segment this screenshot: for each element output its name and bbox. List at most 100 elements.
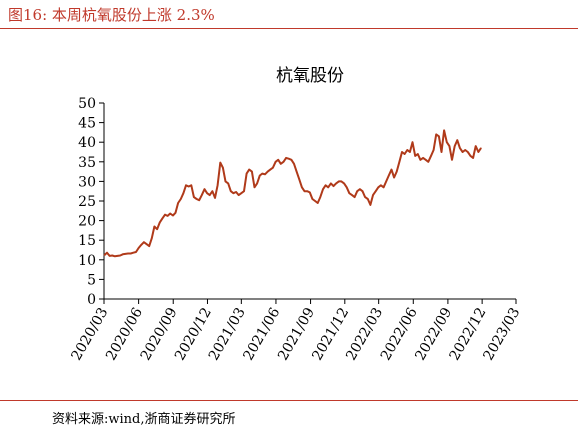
data-point [383, 186, 385, 188]
data-point [469, 155, 472, 157]
data-point [417, 153, 419, 155]
data-point [419, 159, 421, 161]
data-point [145, 243, 148, 245]
source-note: 资料来源:wind,浙商证券研究所 [52, 412, 236, 427]
data-point [404, 153, 406, 155]
data-point [446, 141, 448, 143]
data-point [240, 192, 242, 194]
y-axis: 0 5 10 15 20 25 30 35 40 45 50 [78, 96, 105, 308]
y-tick-label: 50 [78, 96, 96, 112]
data-point [214, 197, 216, 199]
data-point [306, 190, 308, 192]
data-point [188, 185, 190, 188]
data-point [148, 245, 150, 247]
data-point [440, 151, 443, 153]
y-tick-label: 10 [78, 253, 96, 269]
data-point [456, 139, 458, 141]
data-point [290, 159, 292, 161]
data-point [480, 147, 482, 149]
data-point [246, 173, 248, 175]
data-point [280, 163, 282, 165]
data-point [180, 198, 182, 200]
data-point [369, 204, 371, 206]
data-point [256, 182, 258, 184]
data-point [124, 253, 126, 255]
data-point [211, 190, 213, 192]
data-point [288, 158, 290, 160]
data-point [317, 202, 319, 204]
data-point [235, 191, 237, 193]
data-point [161, 218, 163, 220]
data-point [159, 222, 161, 224]
data-point [222, 167, 224, 169]
data-point [122, 253, 124, 255]
data-point [111, 254, 113, 257]
data-point [375, 190, 377, 192]
data-point [414, 155, 416, 157]
y-tick-label: 45 [78, 116, 96, 132]
data-point [143, 241, 145, 243]
data-point [269, 169, 271, 171]
data-point [174, 212, 177, 214]
data-point [388, 174, 390, 177]
data-point [253, 186, 256, 188]
y-tick-label: 15 [78, 233, 96, 249]
data-point [238, 194, 240, 196]
data-point [203, 188, 206, 190]
data-point [438, 135, 440, 137]
data-point [138, 247, 140, 249]
data-point [285, 157, 287, 159]
data-point [132, 252, 134, 254]
y-tick-label: 0 [87, 292, 96, 308]
data-point [356, 190, 358, 192]
data-point [135, 251, 137, 253]
data-point [335, 182, 337, 184]
top-divider [0, 28, 578, 29]
plot-area [103, 129, 482, 258]
data-point [193, 196, 195, 198]
data-point [361, 190, 364, 192]
data-point [396, 171, 398, 173]
data-point [430, 155, 432, 157]
data-point [167, 215, 169, 217]
data-point [472, 157, 474, 159]
y-tick-label: 25 [78, 194, 96, 210]
data-point [377, 186, 379, 188]
data-point [298, 178, 300, 180]
data-point [140, 244, 142, 246]
data-point [422, 157, 424, 159]
data-point [272, 167, 274, 169]
data-point [325, 184, 327, 186]
chart: 杭氧股份 0 5 10 15 20 25 30 35 40 45 50 2020/032020/06… [69, 66, 524, 363]
figure-title: 图16: 本周杭氧股份上涨 2.3% [8, 6, 215, 24]
data-point [330, 182, 332, 184]
data-point [114, 255, 116, 257]
data-point [130, 252, 132, 255]
data-point [427, 161, 429, 163]
data-point [243, 190, 245, 192]
data-point [451, 159, 453, 161]
data-point [217, 184, 219, 186]
data-point [319, 196, 321, 198]
data-point [164, 214, 166, 216]
data-point [277, 159, 279, 161]
data-point [462, 151, 464, 153]
series-line-0 [103, 129, 482, 258]
data-point [477, 151, 479, 153]
data-point [259, 174, 261, 177]
data-point [448, 145, 450, 147]
data-point [198, 199, 200, 201]
data-point [454, 145, 456, 147]
data-point [467, 151, 469, 153]
data-point [261, 173, 263, 175]
data-point [172, 214, 174, 217]
data-point [351, 194, 353, 196]
data-point [311, 198, 313, 200]
data-point [156, 228, 158, 230]
data-point [169, 212, 171, 215]
y-tick-label: 20 [78, 214, 96, 230]
data-point [227, 182, 229, 184]
data-point [401, 151, 403, 153]
chart-title: 杭氧股份 [276, 66, 344, 86]
x-axis: 2020/032020/062020/092020/122021/032021/… [69, 298, 523, 363]
